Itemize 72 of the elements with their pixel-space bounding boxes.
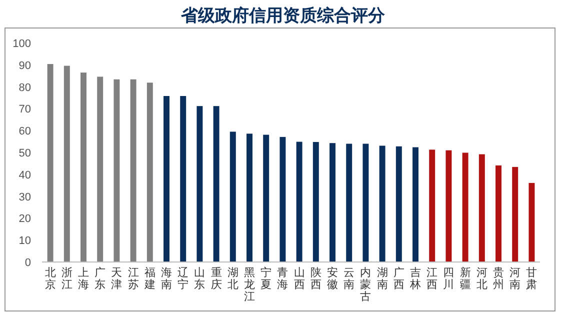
bar xyxy=(130,79,136,262)
x-tick-label: 四川 xyxy=(443,267,454,291)
x-tick-label: 云南 xyxy=(344,267,355,291)
bar xyxy=(312,142,319,262)
bar xyxy=(296,142,302,262)
y-tick-label: 80 xyxy=(18,82,31,94)
x-tick-label: 新疆 xyxy=(460,266,471,291)
x-tick-label: 宁夏 xyxy=(260,266,272,291)
y-tick-label: 30 xyxy=(18,191,31,204)
bar xyxy=(362,144,369,262)
x-tick-label: 江苏 xyxy=(128,267,139,291)
y-tick-label: 60 xyxy=(18,126,31,138)
x-tick-label: 山东 xyxy=(194,266,206,291)
bar xyxy=(47,64,54,262)
y-tick-label: 0 xyxy=(24,257,31,269)
x-tick-label: 陕西 xyxy=(310,267,322,291)
x-tick-label: 浙江 xyxy=(61,266,72,291)
bar xyxy=(213,106,220,262)
bar xyxy=(429,150,436,262)
y-tick-label: 20 xyxy=(18,213,31,226)
x-tick-label: 上海 xyxy=(78,266,89,291)
x-tick-label: 湖南 xyxy=(376,267,388,291)
y-tick-label: 100 xyxy=(12,38,31,50)
bar xyxy=(97,76,104,262)
x-tick-label: 辽宁 xyxy=(178,267,189,291)
bar xyxy=(496,165,502,262)
bar xyxy=(80,72,86,262)
x-tick-label: 天津 xyxy=(111,267,122,291)
x-tick-label: 福建 xyxy=(143,266,156,291)
x-tick-label: 山西 xyxy=(294,266,305,291)
bar xyxy=(263,134,270,262)
x-tick-label: 贵州 xyxy=(493,266,504,291)
bar xyxy=(64,66,70,262)
bar xyxy=(379,146,386,262)
bar xyxy=(164,96,170,262)
y-tick-label: 10 xyxy=(18,235,31,248)
x-tick-label: 吉林 xyxy=(409,266,421,291)
x-tick-label: 青海 xyxy=(277,266,288,291)
bar xyxy=(330,143,336,262)
bar xyxy=(146,82,153,262)
bar xyxy=(478,154,485,262)
bar xyxy=(180,96,186,262)
x-tick-label: 江西 xyxy=(426,267,438,291)
x-tick-label: 河北 xyxy=(476,267,488,291)
bar xyxy=(346,144,352,262)
x-tick-label: 黑龙江 xyxy=(244,267,255,303)
x-tick-label: 内蒙古 xyxy=(360,266,372,303)
bar xyxy=(528,182,535,262)
x-tick-label: 海南 xyxy=(161,267,172,291)
x-tick-label: 广西 xyxy=(393,266,404,291)
x-tick-label: 甘肃 xyxy=(526,266,538,291)
bar xyxy=(512,166,518,262)
chart-title: 省级政府信用资质综合评分 xyxy=(180,6,386,25)
bar xyxy=(246,134,252,262)
bar xyxy=(412,147,418,262)
bar xyxy=(446,150,452,262)
y-tick-label: 40 xyxy=(18,169,31,182)
bar xyxy=(196,106,203,262)
bar xyxy=(114,79,120,262)
bar xyxy=(280,136,286,262)
x-tick-label: 湖北 xyxy=(227,267,238,291)
bar xyxy=(230,132,236,262)
x-tick-label: 广东 xyxy=(94,266,106,291)
y-tick-label: 50 xyxy=(18,148,31,160)
bar xyxy=(396,146,402,262)
x-tick-label: 北京 xyxy=(44,266,56,291)
x-tick-label: 重庆 xyxy=(210,266,222,291)
x-tick-label: 河南 xyxy=(510,267,521,291)
y-tick-label: 90 xyxy=(18,60,31,72)
x-tick-label: 安徽 xyxy=(327,266,338,291)
bar xyxy=(462,152,468,262)
y-tick-label: 70 xyxy=(18,104,31,116)
